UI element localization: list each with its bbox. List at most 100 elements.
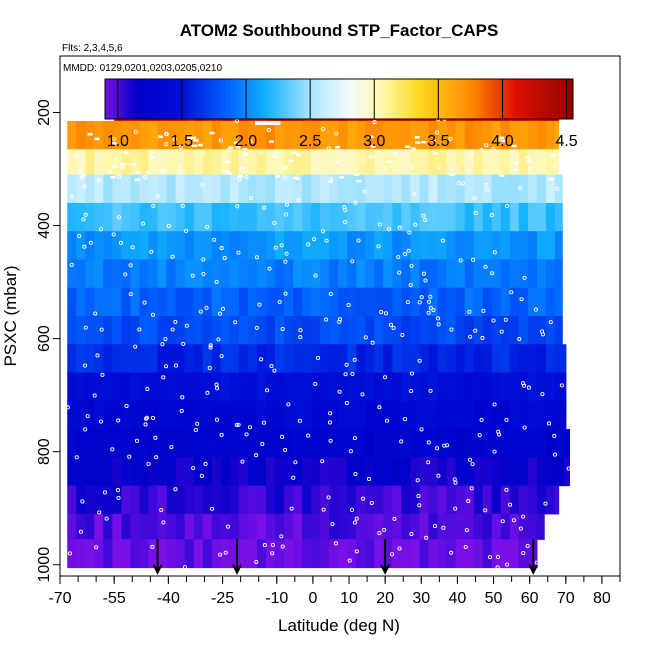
- sample-marker: [370, 340, 375, 345]
- colorbar-swatch: [498, 79, 504, 119]
- heatmap-cell: [238, 202, 249, 232]
- heatmap-cell: [202, 287, 213, 317]
- y-tick-label: 800: [36, 438, 53, 465]
- heatmap-cell: [311, 121, 321, 150]
- heatmap-cell: [157, 287, 168, 317]
- heatmap-cell: [265, 457, 276, 487]
- sample-marker: [81, 217, 86, 222]
- heatmap-cell: [94, 149, 104, 176]
- heatmap-cell: [428, 316, 439, 345]
- sample-marker: [426, 310, 431, 315]
- sample-marker: [489, 212, 494, 218]
- heatmap-cell: [365, 149, 375, 176]
- heatmap-cell: [166, 121, 177, 150]
- sample-marker: [162, 169, 168, 172]
- sample-marker: [254, 255, 259, 260]
- sample-marker: [182, 565, 187, 570]
- sample-marker: [479, 147, 484, 153]
- sample-marker: [284, 212, 289, 217]
- sample-marker: [372, 119, 377, 125]
- heatmap-cell: [139, 513, 150, 540]
- heatmap-cell: [392, 400, 403, 430]
- heatmap-cell: [500, 457, 511, 487]
- heatmap-cell: [94, 344, 104, 374]
- sample-marker: [528, 166, 533, 171]
- sample-marker: [113, 157, 118, 162]
- heatmap-cell: [437, 174, 448, 204]
- heatmap-cell: [455, 149, 466, 176]
- heatmap-cell: [554, 344, 565, 374]
- heatmap-cell: [274, 202, 285, 232]
- heatmap-cell: [545, 287, 556, 317]
- heatmap-cell: [374, 149, 384, 176]
- heatmap-cell: [509, 457, 520, 487]
- heatmap-cell: [500, 259, 511, 289]
- heatmap-cell: [139, 259, 150, 289]
- heatmap-cell: [202, 344, 213, 374]
- heatmap-cell: [67, 316, 77, 345]
- sample-marker: [330, 522, 335, 527]
- heatmap-cell: [220, 400, 231, 430]
- colorbar-swatch: [393, 79, 398, 119]
- sample-marker: [440, 238, 445, 243]
- heatmap-cell: [509, 400, 520, 430]
- heatmap-cell: [112, 344, 123, 374]
- sample-marker: [270, 551, 275, 556]
- sample-marker: [254, 453, 259, 458]
- colorbar-swatch: [366, 79, 371, 119]
- heatmap-cell: [374, 485, 384, 515]
- sample-marker: [119, 162, 125, 166]
- heatmap-cell: [256, 457, 267, 487]
- heatmap-cell: [302, 316, 312, 345]
- sample-marker: [214, 279, 219, 284]
- heatmap-cell: [85, 174, 95, 204]
- sample-marker: [297, 418, 302, 423]
- heatmap-cell: [184, 344, 195, 374]
- heatmap-cell: [112, 174, 123, 204]
- sample-marker: [291, 475, 296, 480]
- sample-marker: [93, 311, 98, 316]
- heatmap-cell: [157, 316, 168, 345]
- heatmap-cell: [256, 316, 267, 345]
- heatmap-cell: [130, 287, 141, 317]
- heatmap-cell: [193, 344, 204, 374]
- heatmap-cell: [320, 429, 330, 458]
- heatmap-cell: [365, 429, 375, 458]
- heatmap-cell: [193, 429, 204, 458]
- sample-marker: [426, 460, 431, 465]
- sample-marker: [214, 417, 219, 422]
- heatmap-cell: [265, 400, 276, 430]
- sample-marker: [244, 432, 249, 437]
- sample-marker: [118, 240, 123, 245]
- sample-marker: [291, 151, 297, 154]
- colorbar-swatch: [206, 79, 211, 119]
- heatmap-cell: [311, 457, 321, 487]
- sample-marker: [328, 438, 333, 443]
- heatmap-cell: [482, 539, 493, 569]
- heatmap-cell: [473, 231, 484, 261]
- heatmap-cell: [184, 457, 195, 487]
- sample-marker: [490, 271, 495, 276]
- heatmap-cell: [473, 202, 484, 232]
- heatmap-cell: [284, 372, 294, 402]
- heatmap-cell: [545, 429, 556, 458]
- x-tick-label: 40: [449, 590, 467, 607]
- colorbar-swatch: [284, 79, 289, 119]
- colorbar-swatch: [124, 79, 129, 119]
- heatmap-cell: [338, 372, 348, 402]
- sample-marker: [288, 159, 294, 163]
- heatmap-cell: [311, 231, 321, 261]
- colorbar-swatch: [253, 79, 258, 119]
- heatmap-cell: [85, 429, 95, 458]
- heatmap-cell: [220, 429, 231, 458]
- heatmap-cell: [437, 485, 448, 515]
- heatmap-cell: [356, 400, 366, 430]
- heatmap-cell: [103, 149, 113, 176]
- heatmap-cell: [148, 372, 159, 402]
- sample-marker: [190, 136, 196, 140]
- descent-arrows: [152, 539, 539, 575]
- heatmap-cell: [338, 287, 348, 317]
- heatmap-cell: [518, 344, 529, 374]
- colorbar-swatch: [261, 79, 266, 119]
- heatmap-cell: [202, 121, 213, 150]
